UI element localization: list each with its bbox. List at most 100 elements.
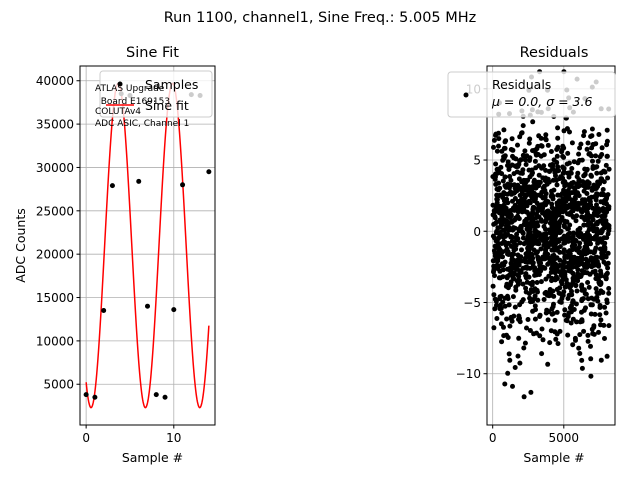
residual-point [571,204,577,210]
residual-point [605,260,611,266]
sine-fit-ytick-label: 10000 [36,334,74,348]
residual-point [531,190,537,196]
residual-point [602,245,608,251]
residual-point [599,250,605,256]
residual-point [565,150,571,156]
residual-point [531,331,537,337]
residual-point [596,263,602,269]
residual-point [503,242,509,248]
residual-point [589,326,595,332]
residual-point [597,236,603,242]
residual-point [577,351,583,356]
residual-point [592,206,598,212]
residual-point [520,281,526,287]
sine-fit-ytick-label: 35000 [36,118,74,132]
residual-point [593,272,599,278]
residual-point [548,220,554,226]
residual-point [496,235,502,241]
residual-point [505,251,510,257]
residual-point [560,170,566,176]
residual-point [584,167,590,173]
residual-point [606,166,612,172]
residual-point [495,255,500,261]
annotation-line-4: ADC ASIC, Channel 1 [95,119,189,129]
sample-point [206,169,212,175]
residual-point [572,238,577,244]
residual-point [604,127,610,133]
residual-point [563,253,569,259]
residual-point [549,266,554,272]
residual-point [501,262,507,268]
residual-point [577,240,583,246]
residual-point [576,177,582,183]
residual-point [507,323,513,329]
residual-point [601,259,607,265]
residual-point [527,186,533,192]
residual-point [507,215,513,221]
residual-point [530,308,536,314]
residual-point [561,202,567,208]
residual-point [568,320,574,326]
residual-point [598,357,604,363]
residual-point [591,296,597,302]
residual-point [576,345,582,351]
residual-point [543,226,548,232]
residual-point [543,248,549,254]
residual-point [547,289,553,295]
residual-point [565,332,571,338]
residual-point [603,220,609,226]
residual-point [599,145,605,151]
residual-point [569,190,575,196]
residual-point [591,331,597,337]
residual-point [605,265,611,271]
residual-point [530,206,536,212]
residual-point [543,231,549,237]
residual-point [593,153,599,159]
residual-point [595,240,601,246]
residual-point [567,170,573,176]
residual-point [588,153,594,159]
residual-point [504,281,510,287]
residual-point [554,168,560,174]
residual-point [543,218,549,224]
residual-point [492,209,498,215]
residual-point [599,207,605,213]
residual-point [588,311,594,317]
residual-point [518,157,524,163]
residual-point [605,175,611,181]
residual-point [541,256,547,262]
residual-point [516,335,522,341]
residual-point [502,174,508,180]
residual-point [549,162,555,167]
residual-point [538,235,543,241]
residual-point [555,164,561,170]
residuals-ytick-label: 5 [473,154,481,168]
residual-point [508,243,514,249]
residual-point [581,188,587,194]
residual-point [509,238,515,244]
residual-point [499,148,505,154]
residual-point [495,166,501,172]
residual-point [494,316,500,321]
residual-point [496,248,502,254]
residual-point [555,203,560,208]
residual-point [513,242,519,248]
sine-fit-legend: Samples Sine fit [99,70,213,118]
residual-point [596,132,602,137]
residual-point [528,389,534,395]
residuals-points-group [490,69,612,400]
residual-point [584,234,590,240]
residual-point [568,268,574,274]
residual-point [522,148,528,154]
residual-point [566,310,572,316]
residual-point [514,163,520,168]
residual-point [536,230,542,236]
residual-point [527,216,533,221]
residual-point [585,296,591,302]
residual-point [585,280,591,285]
sine-fit-xtick-label: 10 [166,431,181,445]
residual-point [539,351,545,357]
residual-point [500,178,506,184]
residual-point [555,341,561,347]
residual-point [544,241,549,247]
